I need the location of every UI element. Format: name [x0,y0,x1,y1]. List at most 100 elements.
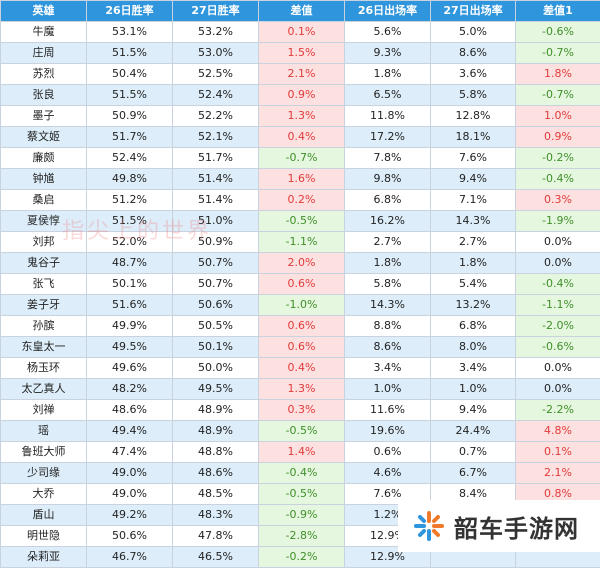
pickrate-27-cell: 0.7% [431,442,516,463]
pickrate-27-cell: 6.8% [431,316,516,337]
winrate-26-cell: 50.6% [87,526,173,547]
winrate-26-cell: 51.5% [87,43,173,64]
pickrate-diff-cell: -1.1% [516,295,600,316]
winrate-diff-cell: 1.3% [259,106,345,127]
pickrate-26-cell: 2.7% [345,232,431,253]
hero-name-cell: 刘禅 [1,400,87,421]
winrate-27-cell: 48.5% [173,484,259,505]
pickrate-27-cell: 9.4% [431,169,516,190]
winrate-27-cell: 51.0% [173,211,259,232]
pickrate-diff-cell: -0.2% [516,148,600,169]
winrate-27-cell: 51.4% [173,190,259,211]
pickrate-27-cell: 13.2% [431,295,516,316]
pickrate-diff-cell: 0.3% [516,190,600,211]
winrate-27-cell: 48.3% [173,505,259,526]
winrate-26-cell: 50.9% [87,106,173,127]
pickrate-27-cell: 1.8% [431,253,516,274]
hero-name-cell: 墨子 [1,106,87,127]
pickrate-diff-cell: 4.8% [516,421,600,442]
pickrate-diff-cell: -1.9% [516,211,600,232]
pickrate-26-cell: 19.6% [345,421,431,442]
hero-name-cell: 牛魔 [1,22,87,43]
winrate-diff-cell: 0.6% [259,337,345,358]
winrate-26-cell: 49.8% [87,169,173,190]
winrate-27-cell: 50.0% [173,358,259,379]
winrate-27-cell: 50.7% [173,253,259,274]
pickrate-27-cell: 6.7% [431,463,516,484]
winrate-27-cell: 51.7% [173,148,259,169]
winrate-diff-cell: -0.4% [259,463,345,484]
hero-name-cell: 少司缘 [1,463,87,484]
winrate-26-cell: 49.9% [87,316,173,337]
winrate-26-cell: 53.1% [87,22,173,43]
winrate-diff-cell: 0.6% [259,274,345,295]
winrate-27-cell: 50.6% [173,295,259,316]
logo-text: 韶车手游网 [454,509,579,544]
winrate-27-cell: 52.1% [173,127,259,148]
winrate-27-cell: 48.8% [173,442,259,463]
pickrate-diff-cell: 0.0% [516,379,600,400]
winrate-diff-cell: -0.2% [259,547,345,568]
pickrate-diff-cell: 0.0% [516,358,600,379]
winrate-diff-cell: -1.1% [259,232,345,253]
pickrate-diff-cell: 1.8% [516,64,600,85]
pickrate-27-cell: 12.8% [431,106,516,127]
winrate-26-cell: 49.5% [87,337,173,358]
pickrate-26-cell: 3.4% [345,358,431,379]
pickrate-26-cell: 16.2% [345,211,431,232]
winrate-27-cell: 52.4% [173,85,259,106]
winrate-diff-cell: -0.5% [259,421,345,442]
hero-name-cell: 廉颇 [1,148,87,169]
pickrate-diff-cell: -0.4% [516,169,600,190]
winrate-26-cell: 49.0% [87,463,173,484]
hero-name-cell: 明世隐 [1,526,87,547]
pickrate-diff-cell: -0.7% [516,85,600,106]
winrate-26-cell: 48.6% [87,400,173,421]
winrate-27-cell: 50.7% [173,274,259,295]
winrate-27-cell: 53.2% [173,22,259,43]
hero-name-cell: 刘邦 [1,232,87,253]
winrate-diff-cell: 0.4% [259,358,345,379]
winrate-diff-cell: 0.6% [259,316,345,337]
pickrate-26-cell: 1.8% [345,64,431,85]
winrate-diff-cell: -0.5% [259,484,345,505]
pickrate-27-cell: 1.0% [431,379,516,400]
winrate-26-cell: 52.0% [87,232,173,253]
winrate-27-cell: 46.5% [173,547,259,568]
hero-name-cell: 蔡文姬 [1,127,87,148]
hero-name-cell: 夏侯惇 [1,211,87,232]
pickrate-diff-cell: -0.6% [516,22,600,43]
hero-name-cell: 盾山 [1,505,87,526]
pickrate-diff-cell: -0.7% [516,43,600,64]
pickrate-27-cell: 7.1% [431,190,516,211]
pickrate-26-cell: 6.8% [345,190,431,211]
winrate-26-cell: 50.4% [87,64,173,85]
pickrate-diff-cell: 0.9% [516,127,600,148]
column-header: 差值 [259,1,345,22]
hero-name-cell: 杨玉环 [1,358,87,379]
winrate-diff-cell: -1.0% [259,295,345,316]
pickrate-27-cell: 18.1% [431,127,516,148]
winrate-27-cell: 48.6% [173,463,259,484]
pickrate-27-cell: 24.4% [431,421,516,442]
pickrate-diff-cell: 1.0% [516,106,600,127]
winrate-diff-cell: 0.1% [259,22,345,43]
pickrate-diff-cell: 0.1% [516,442,600,463]
winrate-diff-cell: 1.3% [259,379,345,400]
winrate-diff-cell: -2.8% [259,526,345,547]
pickrate-27-cell: 8.6% [431,43,516,64]
hero-name-cell: 太乙真人 [1,379,87,400]
winrate-26-cell: 49.6% [87,358,173,379]
pickrate-27-cell: 9.4% [431,400,516,421]
